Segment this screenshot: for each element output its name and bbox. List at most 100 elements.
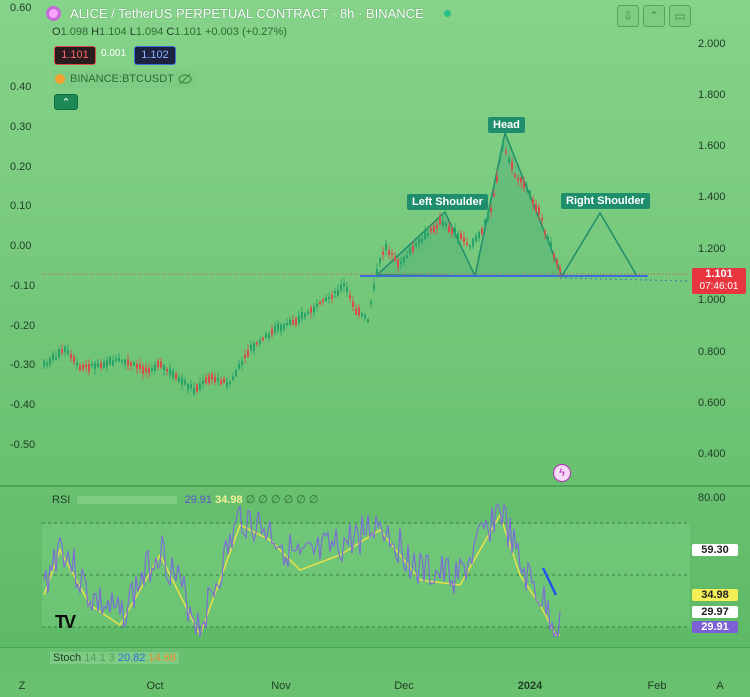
download-icon[interactable]: ⇩ bbox=[617, 5, 639, 27]
candle-body bbox=[457, 233, 459, 240]
candle-body bbox=[46, 363, 48, 366]
candle-body bbox=[154, 364, 156, 371]
compare-symbol-row[interactable]: BINANCE:BTCUSDT bbox=[52, 70, 197, 88]
candle-body bbox=[454, 227, 456, 235]
candle-body bbox=[463, 237, 465, 242]
rsi-value-tag: 29.91 bbox=[692, 621, 738, 633]
candle-body bbox=[178, 377, 180, 382]
candle-body bbox=[82, 364, 84, 370]
candle-body bbox=[106, 360, 108, 367]
rsi-line bbox=[43, 502, 561, 638]
candle-body bbox=[490, 207, 492, 212]
pane-separator[interactable] bbox=[0, 485, 750, 487]
candle-body bbox=[190, 384, 192, 389]
candle-body bbox=[307, 311, 309, 315]
left-axis-label: -0.30 bbox=[10, 359, 36, 371]
candle-body bbox=[241, 361, 243, 365]
time-axis[interactable] bbox=[0, 672, 750, 697]
candle-body bbox=[352, 301, 354, 307]
candle-body bbox=[211, 374, 213, 380]
left-axis-label: 0.20 bbox=[10, 161, 32, 173]
head-shoulders-pattern bbox=[375, 130, 638, 277]
candle-body bbox=[214, 376, 216, 382]
spread-value: 0.001 bbox=[101, 48, 127, 59]
candle-body bbox=[322, 299, 324, 302]
collapse-legend-button[interactable]: ⌃ bbox=[54, 94, 78, 110]
candle-body bbox=[115, 358, 117, 362]
candle-body bbox=[406, 255, 408, 258]
candle-body bbox=[400, 261, 402, 265]
candle-body bbox=[64, 346, 66, 352]
candle-body bbox=[118, 357, 120, 362]
candle-body bbox=[523, 181, 525, 189]
candle-body bbox=[58, 349, 60, 357]
candle-body bbox=[517, 178, 519, 181]
projection-line bbox=[559, 277, 691, 282]
candle-body bbox=[508, 158, 510, 164]
candle-body bbox=[88, 363, 90, 372]
candle-body bbox=[253, 343, 255, 351]
stoch-row[interactable]: Stoch 14 1 3 20.82 14.68 bbox=[0, 647, 750, 672]
left-axis-label: -0.20 bbox=[10, 320, 36, 332]
current-price-tag: 1.101 07:46:01 bbox=[692, 268, 746, 294]
current-price-value: 1.101 bbox=[705, 268, 733, 280]
candle-body bbox=[520, 177, 522, 183]
candle-body bbox=[91, 363, 93, 366]
candle-body bbox=[385, 243, 387, 250]
candle-body bbox=[142, 366, 144, 374]
ohlc-row: O1.098 H1.104 L1.094 C1.101 +0.003 (+0.2… bbox=[52, 26, 287, 38]
candle-body bbox=[283, 324, 285, 329]
rsi-legend[interactable]: RSI 29.91 34.98 ∅ ∅ ∅ ∅ ∅ ∅ bbox=[52, 493, 318, 506]
x-label-dec: Dec bbox=[394, 680, 414, 692]
candle-body bbox=[412, 246, 414, 252]
candle-body bbox=[79, 365, 81, 370]
maximize-icon[interactable]: ▭ bbox=[669, 5, 691, 27]
sell-button[interactable]: 1.101 bbox=[54, 46, 96, 65]
high-label: H bbox=[91, 26, 100, 38]
candle-body bbox=[181, 378, 183, 385]
candle-body bbox=[286, 323, 288, 325]
candle-body bbox=[325, 297, 327, 301]
candle-body bbox=[445, 223, 447, 226]
head-label[interactable]: Head bbox=[488, 117, 525, 133]
right-shoulder-label[interactable]: Right Shoulder bbox=[561, 193, 650, 209]
candle-body bbox=[472, 238, 474, 247]
candle-body bbox=[361, 313, 363, 317]
candle-body bbox=[391, 253, 393, 256]
tradingview-logo[interactable]: TV bbox=[55, 612, 76, 632]
buy-button[interactable]: 1.102 bbox=[134, 46, 176, 65]
candle-body bbox=[136, 364, 138, 369]
auto-scale-button[interactable]: A bbox=[716, 680, 724, 692]
candle-body bbox=[544, 230, 546, 234]
price-chart[interactable] bbox=[0, 0, 750, 486]
candle-body bbox=[160, 361, 162, 368]
candle-body bbox=[382, 251, 384, 255]
rsi-pane[interactable] bbox=[0, 487, 750, 647]
eye-off-icon[interactable] bbox=[178, 73, 193, 85]
symbol-logo[interactable] bbox=[46, 6, 61, 21]
candle-body bbox=[511, 162, 513, 170]
lightning-icon[interactable]: ϟ bbox=[553, 464, 571, 482]
candle-body bbox=[61, 349, 63, 353]
zoom-button[interactable]: Z bbox=[18, 680, 26, 692]
stoch-legend: Stoch 14 1 3 20.82 14.68 bbox=[50, 652, 179, 664]
candle-body bbox=[73, 356, 75, 363]
candles bbox=[43, 139, 561, 397]
left-shoulder-label[interactable]: Left Shoulder bbox=[407, 194, 488, 210]
candle-body bbox=[475, 235, 477, 242]
rsi-ma-line bbox=[43, 513, 560, 637]
chart-title[interactable]: ALICE / TetherUS PERPETUAL CONTRACT · 8h… bbox=[70, 6, 424, 21]
left-axis-label: -0.40 bbox=[10, 399, 36, 411]
candle-body bbox=[52, 354, 54, 361]
candle-body bbox=[100, 362, 102, 368]
right-axis-label: 0.600 bbox=[698, 397, 726, 409]
candle-body bbox=[223, 378, 225, 383]
candle-body bbox=[547, 236, 549, 241]
candle-body bbox=[451, 228, 453, 234]
candle-body bbox=[199, 383, 201, 390]
candle-body bbox=[499, 158, 501, 162]
chevron-up-icon[interactable]: ⌃ bbox=[643, 5, 665, 27]
candle-body bbox=[229, 381, 231, 384]
compare-symbol-label: BINANCE:BTCUSDT bbox=[70, 73, 174, 85]
rsi-upper-tag: 59.30 bbox=[692, 544, 738, 556]
